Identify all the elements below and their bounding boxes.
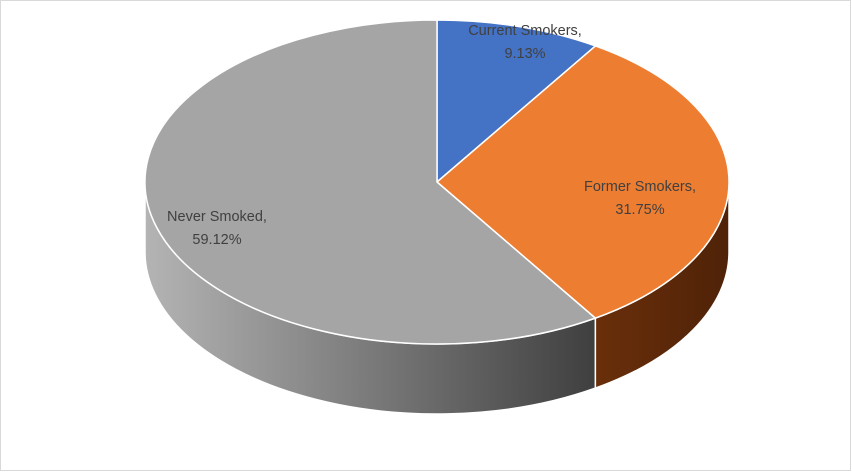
- slice-label-never-smoked: Never Smoked,: [167, 209, 267, 225]
- slice-value-never-smoked: 59.12%: [192, 232, 241, 248]
- slice-label-former-smokers: Former Smokers,: [584, 179, 696, 195]
- pie-slice-never-smoked: [144, 19, 597, 345]
- slice-label-current-smokers: Current Smokers,: [468, 23, 582, 39]
- pie-slice-current-smokers: [436, 19, 597, 183]
- pie-slice-former-smokers: [436, 45, 730, 319]
- slice-value-current-smokers: 9.13%: [504, 46, 545, 62]
- slice-value-former-smokers: 31.75%: [615, 202, 664, 218]
